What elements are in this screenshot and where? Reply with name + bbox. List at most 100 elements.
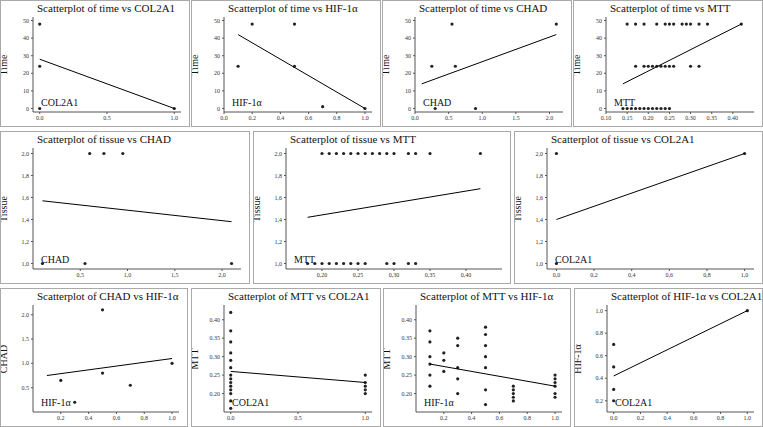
svg-text:0.4: 0.4 <box>596 375 604 381</box>
svg-text:2,0: 2,0 <box>536 151 544 157</box>
svg-text:0.20: 0.20 <box>210 391 221 397</box>
svg-text:0,40: 0,40 <box>461 272 472 278</box>
svg-text:30: 30 <box>405 53 411 59</box>
svg-text:0.6: 0.6 <box>496 415 504 421</box>
svg-text:1.0: 1.0 <box>22 360 30 366</box>
svg-text:1.5: 1.5 <box>22 336 30 342</box>
svg-text:1,6: 1,6 <box>275 195 283 201</box>
svg-text:1,8: 1,8 <box>22 173 30 179</box>
svg-text:0.4: 0.4 <box>468 415 476 421</box>
svg-text:1.0: 1.0 <box>744 415 752 421</box>
svg-text:0.8: 0.8 <box>333 115 341 121</box>
svg-text:0.0: 0.0 <box>411 115 419 121</box>
svg-text:20: 20 <box>405 70 411 76</box>
svg-text:1,0: 1,0 <box>275 261 283 267</box>
svg-text:0.8: 0.8 <box>140 415 148 421</box>
svg-text:2.0: 2.0 <box>22 312 30 318</box>
svg-text:0: 0 <box>26 106 29 112</box>
svg-text:0.40: 0.40 <box>402 317 413 323</box>
svg-text:50: 50 <box>405 18 411 24</box>
svg-text:0.40: 0.40 <box>728 115 739 121</box>
svg-text:0.2: 0.2 <box>440 415 448 421</box>
svg-text:0.10: 0.10 <box>601 115 612 121</box>
svg-text:0.6: 0.6 <box>113 415 121 421</box>
svg-text:1,4: 1,4 <box>536 217 544 223</box>
svg-text:20: 20 <box>214 70 220 76</box>
svg-text:0: 0 <box>217 106 220 112</box>
svg-text:0.35: 0.35 <box>706 115 717 121</box>
svg-text:0.8: 0.8 <box>523 415 531 421</box>
svg-text:1,6: 1,6 <box>536 195 544 201</box>
svg-text:1.0: 1.0 <box>551 415 559 421</box>
svg-text:1.0: 1.0 <box>596 308 604 314</box>
svg-text:40: 40 <box>596 35 602 41</box>
svg-text:30: 30 <box>214 53 220 59</box>
svg-text:0.25: 0.25 <box>402 372 413 378</box>
svg-text:1,5: 1,5 <box>171 272 179 278</box>
svg-text:0.20: 0.20 <box>402 391 413 397</box>
svg-text:10: 10 <box>596 88 602 94</box>
svg-text:0.5: 0.5 <box>22 385 30 391</box>
svg-text:0.2: 0.2 <box>248 115 256 121</box>
svg-text:40: 40 <box>23 35 29 41</box>
svg-text:40: 40 <box>405 35 411 41</box>
svg-text:0.4: 0.4 <box>85 415 93 421</box>
svg-text:0.20: 0.20 <box>643 115 654 121</box>
svg-text:1,2: 1,2 <box>275 239 283 245</box>
svg-text:0.5: 0.5 <box>294 415 302 421</box>
svg-text:30: 30 <box>596 53 602 59</box>
svg-text:1,4: 1,4 <box>22 217 30 223</box>
svg-text:1,2: 1,2 <box>536 239 544 245</box>
svg-text:1,8: 1,8 <box>536 173 544 179</box>
svg-text:0.15: 0.15 <box>622 115 633 121</box>
svg-text:1,0: 1,0 <box>22 261 30 267</box>
svg-text:0.8: 0.8 <box>596 330 604 336</box>
svg-text:10: 10 <box>214 88 220 94</box>
svg-text:0.4: 0.4 <box>663 415 671 421</box>
svg-text:0.25: 0.25 <box>210 372 221 378</box>
svg-text:1,4: 1,4 <box>275 217 283 223</box>
svg-text:0.6: 0.6 <box>305 115 313 121</box>
svg-text:50: 50 <box>596 18 602 24</box>
svg-text:40: 40 <box>214 35 220 41</box>
svg-text:1.0: 1.0 <box>479 115 487 121</box>
svg-text:50: 50 <box>214 18 220 24</box>
svg-text:2,0: 2,0 <box>275 151 283 157</box>
svg-text:0.6: 0.6 <box>596 353 604 359</box>
svg-text:0.6: 0.6 <box>690 415 698 421</box>
svg-text:0,0: 0,0 <box>553 272 561 278</box>
svg-text:0.30: 0.30 <box>402 354 413 360</box>
svg-text:0.40: 0.40 <box>210 317 221 323</box>
svg-text:0.0: 0.0 <box>610 415 618 421</box>
svg-text:1.0: 1.0 <box>362 415 370 421</box>
svg-text:0,30: 0,30 <box>389 272 400 278</box>
svg-text:20: 20 <box>23 70 29 76</box>
svg-text:0.0: 0.0 <box>227 415 235 421</box>
svg-text:0.35: 0.35 <box>402 335 413 341</box>
svg-text:0,2: 0,2 <box>590 272 598 278</box>
svg-text:0.5: 0.5 <box>445 115 453 121</box>
svg-text:0.30: 0.30 <box>210 354 221 360</box>
svg-text:0.35: 0.35 <box>210 335 221 341</box>
svg-text:0.5: 0.5 <box>103 115 111 121</box>
svg-text:0: 0 <box>408 106 411 112</box>
svg-text:1,0: 1,0 <box>536 261 544 267</box>
svg-text:1,6: 1,6 <box>22 195 30 201</box>
svg-text:0,8: 0,8 <box>703 272 711 278</box>
svg-text:0.4: 0.4 <box>277 115 285 121</box>
svg-text:1,2: 1,2 <box>22 239 30 245</box>
svg-text:0,4: 0,4 <box>628 272 636 278</box>
svg-text:30: 30 <box>23 53 29 59</box>
svg-text:0.30: 0.30 <box>685 115 696 121</box>
svg-text:2.0: 2.0 <box>546 115 554 121</box>
svg-text:0,20: 0,20 <box>317 272 328 278</box>
svg-text:0.0: 0.0 <box>36 115 44 121</box>
svg-text:20: 20 <box>596 70 602 76</box>
svg-text:2,0: 2,0 <box>22 151 30 157</box>
svg-text:0,5: 0,5 <box>77 272 85 278</box>
svg-text:0.8: 0.8 <box>717 415 725 421</box>
svg-text:1.0: 1.0 <box>168 415 176 421</box>
svg-text:1,8: 1,8 <box>275 173 283 179</box>
svg-text:0: 0 <box>599 106 602 112</box>
svg-text:2,0: 2,0 <box>218 272 226 278</box>
